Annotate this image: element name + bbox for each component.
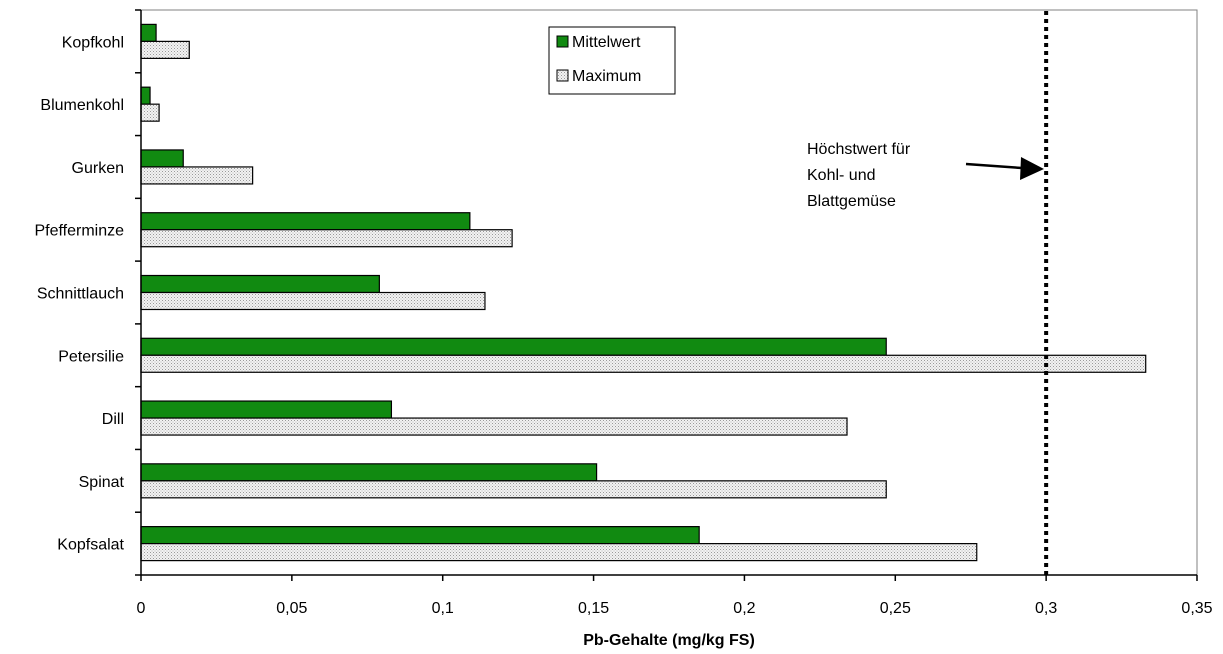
y-axis: Kopfkohl Blumenkohl Gurken Pfefferminze Schn… <box>34 9 142 576</box>
bar-mittelwert-pfefferminze <box>140 212 471 231</box>
x-axis-title: Pb-Gehalte (mg/kg FS) <box>583 632 755 649</box>
bar-maximum-pfefferminze <box>140 229 513 248</box>
reference-arrow-shaft <box>965 162 1023 170</box>
x-tick-label: 0,1 <box>432 600 454 617</box>
y-tick-label-blumenkohl: Blumenkohl <box>40 97 124 114</box>
bar-mittelwert-gurken <box>140 149 184 168</box>
bar-maximum-kopfsalat <box>140 543 978 562</box>
legend: Mittelwert Maximum <box>548 26 676 95</box>
bar-maximum-blumenkohl <box>140 103 160 122</box>
bar-maximum-spinat <box>140 480 887 499</box>
legend-swatch-maximum <box>556 69 569 82</box>
y-tick-label-gurken: Gurken <box>72 160 124 177</box>
bar-maximum-kopfkohl <box>140 40 190 59</box>
reference-label-line-1: Höchstwert für <box>807 141 911 158</box>
reference-arrow-head <box>1020 157 1044 180</box>
legend-frame <box>548 26 676 95</box>
y-tick-label-schnittlauch: Schnittlauch <box>37 286 124 303</box>
x-tick-label: 0,25 <box>880 600 911 617</box>
x-tick-label: 0,3 <box>1035 600 1057 617</box>
x-tick-label: 0,2 <box>733 600 755 617</box>
bar-maximum-petersilie <box>140 354 1147 373</box>
legend-label-maximum: Maximum <box>572 68 641 85</box>
bar-mittelwert-kopfkohl <box>140 23 157 42</box>
y-tick-label-kopfkohl: Kopfkohl <box>62 34 124 51</box>
reference-label-line-3: Blattgemüse <box>807 193 896 210</box>
y-tick-label-pfefferminze: Pfefferminze <box>34 223 124 240</box>
y-tick-label-kopfsalat: Kopfsalat <box>57 537 124 554</box>
legend-swatch-mittelwert <box>556 35 569 48</box>
y-tick-label-spinat: Spinat <box>79 474 125 491</box>
x-axis: 0 0,05 0,1 0,15 0,2 0,25 0,3 0,35 <box>137 574 1213 617</box>
x-tick-label: 0,15 <box>578 600 609 617</box>
bar-mittelwert-schnittlauch <box>140 274 380 294</box>
bar-mittelwert-dill <box>140 400 393 419</box>
bar-mittelwert-spinat <box>140 463 598 482</box>
bar-maximum-schnittlauch <box>140 291 486 311</box>
reference-annotation: Höchstwert für Kohl- und Blattgemüse <box>807 141 1044 210</box>
x-tick-label: 0,05 <box>276 600 307 617</box>
bar-mittelwert-kopfsalat <box>140 526 700 545</box>
bar-mittelwert-petersilie <box>140 337 887 356</box>
y-tick-label-dill: Dill <box>102 411 124 428</box>
bar-maximum-dill <box>140 417 848 436</box>
y-tick-label-petersilie: Petersilie <box>58 348 124 365</box>
x-tick-label: 0,35 <box>1181 600 1212 617</box>
bar-maximum-gurken <box>140 166 254 185</box>
reference-label-line-2: Kohl- und <box>807 167 876 184</box>
bar-mittelwert-blumenkohl <box>140 86 151 105</box>
x-tick-label: 0 <box>137 600 146 617</box>
legend-label-mittelwert: Mittelwert <box>572 34 641 51</box>
